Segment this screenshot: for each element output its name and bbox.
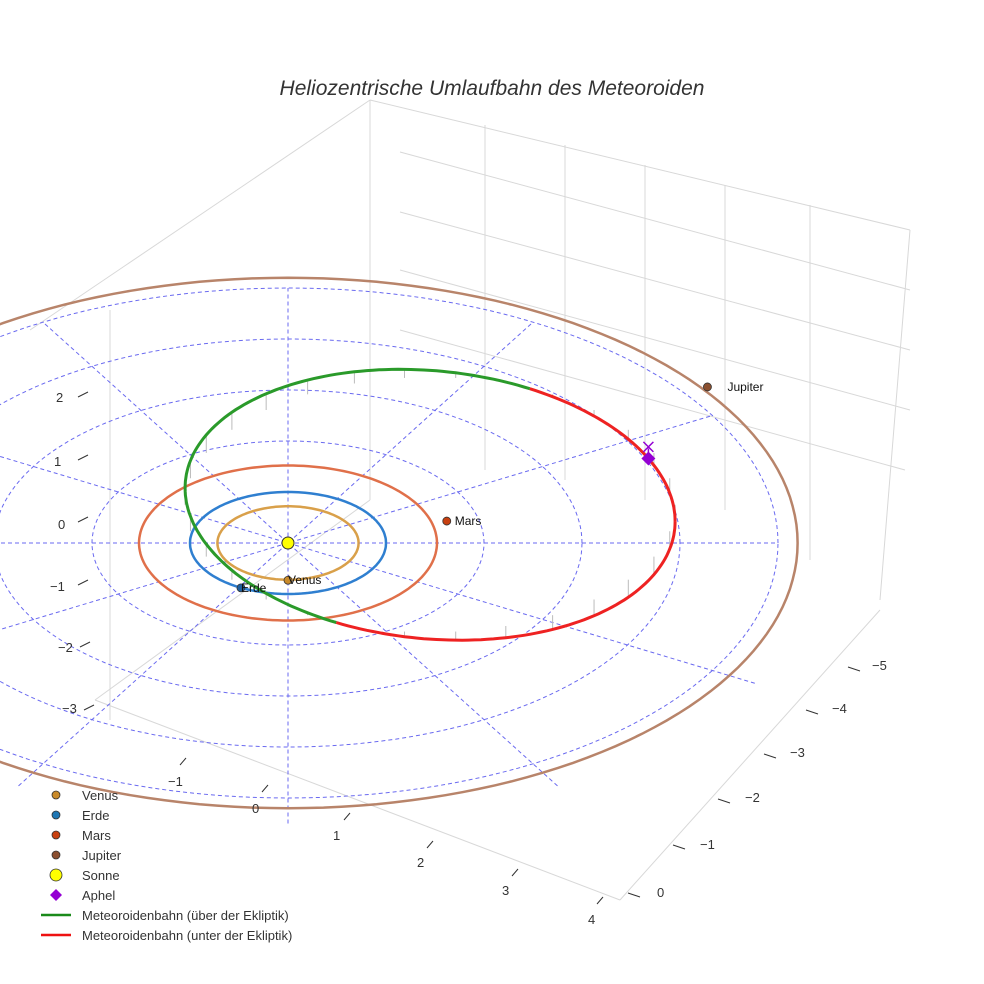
ecliptic-grid-spoke — [18, 321, 534, 787]
y-tick: −2 — [745, 790, 760, 805]
legend-diamond-icon — [50, 889, 62, 901]
meteoroid-orbit-below — [335, 521, 677, 642]
z-tick: 1 — [54, 454, 61, 469]
legend-item[interactable]: Meteoroidenbahn (über der Ekliptik) — [41, 908, 289, 923]
aphel-projection-x-icon — [642, 441, 654, 453]
planet-marker-erde — [236, 583, 246, 593]
x-axis-ticks: −1 0 1 2 3 4 — [168, 774, 595, 927]
y-tick: 0 — [657, 885, 664, 900]
x-tick: 4 — [588, 912, 595, 927]
tick-marks — [77, 391, 861, 905]
meteoroid-orbit-below — [529, 387, 677, 522]
x-tick: 1 — [333, 828, 340, 843]
y-tick: −4 — [832, 701, 847, 716]
planet-label: Mars — [455, 514, 482, 528]
planet-label: Venus — [288, 573, 321, 587]
z-tick: −2 — [58, 640, 73, 655]
chart-title: Heliozentrische Umlaufbahn des Meteoroid… — [280, 77, 705, 100]
legend-dot-icon — [49, 868, 63, 882]
meteoroid-orbit-above — [183, 367, 531, 624]
orbit-mars — [137, 464, 439, 622]
legend-dot-icon — [51, 810, 61, 820]
legend-label: Jupiter — [82, 848, 122, 863]
z-tick: −3 — [62, 701, 77, 716]
sun-marker — [281, 536, 295, 550]
legend: Venus Erde Mars Jupiter Sonne Aphel Meteoroide… — [41, 788, 292, 943]
legend-label: Meteoroidenbahn (unter der Ekliptik) — [82, 928, 292, 943]
planet-marker-jupiter — [703, 382, 712, 392]
planet-marker-mars — [442, 516, 452, 526]
legend-dot-icon — [51, 850, 61, 860]
planet-label: Erde — [241, 581, 267, 595]
legend-dot-icon — [51, 790, 61, 800]
y-tick: −3 — [790, 745, 805, 760]
legend-item[interactable]: Erde — [51, 808, 109, 823]
planet-label: Jupiter — [727, 380, 763, 394]
x-tick: 2 — [417, 855, 424, 870]
x-tick: 3 — [502, 883, 509, 898]
legend-item[interactable]: Venus — [51, 788, 119, 803]
ecliptic-grid-ring — [0, 287, 779, 799]
legend-label: Venus — [82, 788, 119, 803]
legend-label: Aphel — [82, 888, 115, 903]
legend-dot-icon — [51, 830, 61, 840]
legend-label: Meteoroidenbahn (über der Ekliptik) — [82, 908, 289, 923]
z-axis-ticks: 2 1 0 −1 −2 −3 — [50, 390, 77, 716]
z-tick: −1 — [50, 579, 65, 594]
legend-item[interactable]: Jupiter — [51, 848, 122, 863]
y-tick: −5 — [872, 658, 887, 673]
x-tick: 0 — [252, 801, 259, 816]
ecliptic-grid-spoke — [0, 415, 713, 631]
legend-item[interactable]: Mars — [51, 828, 111, 843]
legend-label: Erde — [82, 808, 109, 823]
legend-label: Mars — [82, 828, 111, 843]
legend-item[interactable]: Meteoroidenbahn (unter der Ekliptik) — [41, 928, 292, 943]
y-axis-ticks: −5 −4 −3 −2 −1 0 — [657, 658, 887, 900]
z-tick: 0 — [58, 517, 65, 532]
aphel-diamond-marker — [641, 451, 656, 466]
orbit-erde — [188, 490, 388, 596]
x-tick: −1 — [168, 774, 183, 789]
ecliptic-grid-spoke — [0, 455, 755, 684]
planet-marker-venus — [283, 575, 293, 585]
orbit-venus — [216, 505, 360, 581]
legend-label: Sonne — [82, 868, 120, 883]
orbit-jupiter — [0, 276, 799, 810]
legend-item[interactable]: Sonne — [49, 868, 120, 883]
z-tick: 2 — [56, 390, 63, 405]
ecliptic-grid-spoke — [42, 321, 558, 787]
y-tick: −1 — [700, 837, 715, 852]
legend-item[interactable]: Aphel — [50, 888, 115, 903]
